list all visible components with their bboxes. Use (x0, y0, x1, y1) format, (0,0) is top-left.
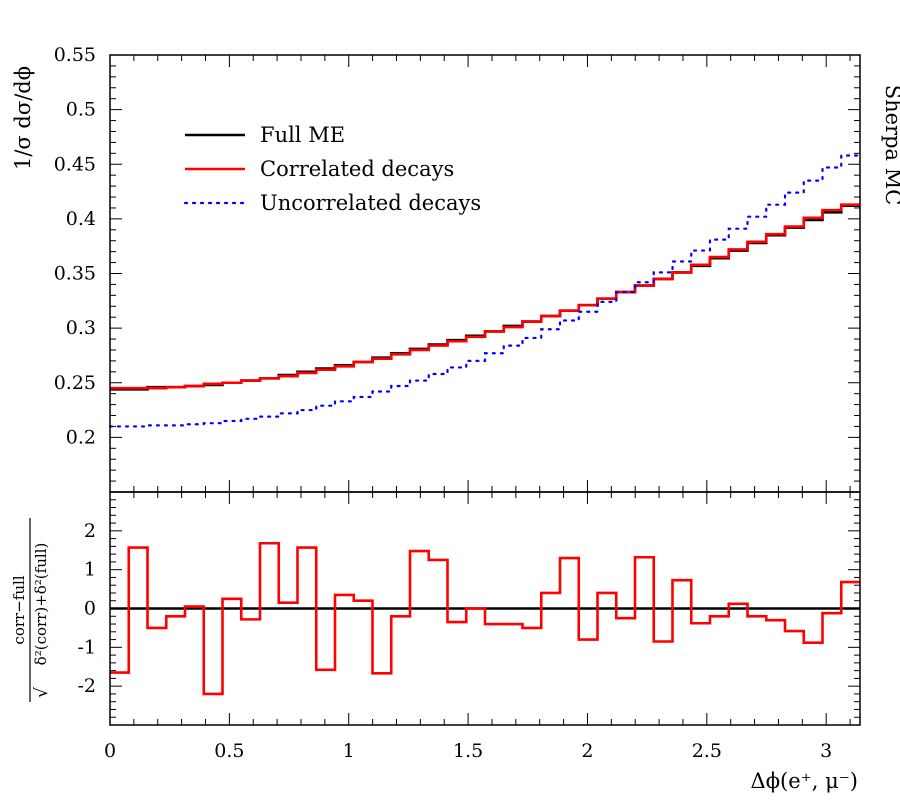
legend-label: Full ME (260, 123, 345, 147)
legend: Full ME Correlated decays Uncorrelated dec… (183, 123, 481, 215)
ratio-plot-frame (109, 491, 861, 726)
legend-label: Correlated decays (260, 157, 454, 181)
x-tick-label: 0 (104, 740, 116, 762)
series-correlated-decays (110, 203, 860, 390)
main-y-axis-title: 1/σ dσ/dϕ (11, 66, 35, 170)
main-y-tick-label: 0.5 (66, 99, 96, 121)
main-y-tick-label: 0.4 (66, 208, 96, 230)
main-y-tick-label: 0.55 (54, 44, 96, 66)
x-tick-label: 1.5 (453, 740, 483, 762)
x-tick-label: 3 (820, 740, 832, 762)
ratio-plot: -2 -1 0 1 2 0 0.5 1 1.5 2 2.5 3 (77, 492, 860, 762)
ratio-y-denominator: δ²(corr)+δ²(full) (32, 543, 50, 666)
main-plot: 0.2 0.25 0.3 0.35 0.4 0.45 0.5 0.55 (54, 44, 862, 493)
main-y-tick-label: 0.45 (54, 153, 96, 175)
main-y-tick-label: 0.3 (66, 317, 96, 339)
ratio-y-numerator: corr−full (10, 575, 28, 644)
ratio-y-tick-label: 0 (84, 598, 96, 620)
ratio-series (110, 541, 860, 696)
x-tick-label: 1 (343, 740, 355, 762)
main-y-tick-label: 0.25 (54, 372, 96, 394)
ratio-y-sqrt-sign: √ (32, 687, 52, 698)
x-tick-label: 2 (581, 740, 593, 762)
main-y-tick-label: 0.35 (54, 263, 96, 285)
ratio-y-tick-label: 2 (84, 520, 96, 542)
x-tick-label: 2.5 (692, 740, 722, 762)
legend-label: Uncorrelated decays (260, 191, 481, 215)
ratio-y-tick-label: -2 (77, 675, 96, 697)
ratio-y-tick-label: -1 (77, 636, 96, 658)
x-axis-title: Δϕ(e⁺, μ⁻) (751, 769, 858, 793)
main-plot-frame (109, 54, 861, 493)
ratio-y-axis-title: corr−full δ²(corr)+δ²(full) √ (10, 518, 52, 702)
ratio-y-tick-label: 1 (84, 559, 96, 581)
series-uncorrelated-decays (108, 154, 862, 428)
sherpa-side-label: Sherpa MC (881, 85, 900, 206)
x-tick-label: 0.5 (214, 740, 244, 762)
main-y-tick-label: 0.2 (66, 426, 96, 448)
